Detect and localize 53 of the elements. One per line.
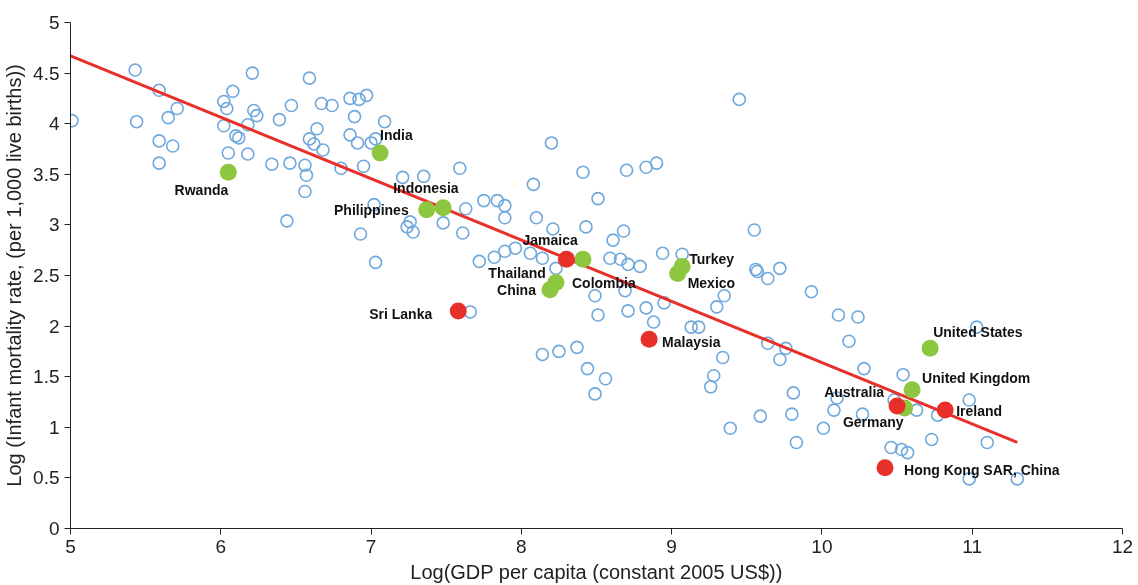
point — [434, 199, 452, 217]
y-tick-label: 2.5 — [33, 265, 60, 286]
x-tick-label: 11 — [962, 535, 983, 557]
annotation: Malaysia — [662, 334, 721, 351]
point — [219, 163, 237, 181]
annotation: Thailand — [488, 264, 546, 281]
point — [541, 281, 559, 299]
y-tick-label: 0.5 — [33, 467, 60, 489]
annotation: Indonesia — [393, 179, 459, 196]
annotation: United States — [933, 324, 1023, 341]
point — [574, 250, 592, 268]
point — [936, 401, 954, 419]
point — [888, 397, 906, 415]
annotation: China — [497, 281, 537, 298]
point — [557, 250, 575, 268]
x-tick-label: 12 — [1111, 535, 1134, 557]
point — [669, 264, 687, 282]
x-tick-label: 6 — [215, 535, 227, 557]
x-tick-label: 10 — [811, 535, 833, 557]
point — [921, 339, 939, 357]
point — [371, 144, 389, 162]
annotation: Australia — [824, 384, 885, 401]
annotation: United Kingdom — [922, 369, 1031, 386]
annotation: Jamaica — [522, 232, 578, 249]
y-tick-label: 5 — [48, 12, 60, 33]
annotation: Mexico — [687, 275, 736, 292]
y-tick-label: 0 — [48, 518, 60, 539]
y-tick-label: 1 — [48, 416, 60, 438]
annotation: Sri Lanka — [369, 305, 433, 322]
y-tick-label: 1.5 — [33, 366, 60, 388]
y-tick-label: 2 — [48, 315, 60, 337]
annotation: India — [380, 127, 413, 144]
annotation: Philippines — [334, 201, 409, 218]
point — [418, 201, 436, 219]
point — [903, 381, 921, 399]
y-tick-label: 3.5 — [33, 163, 60, 185]
point — [449, 302, 467, 320]
annotation: Rwanda — [174, 182, 229, 199]
annotation: Hong Kong SAR, China — [904, 461, 1060, 478]
annotation: Germany — [842, 414, 904, 431]
x-tick-label: 7 — [365, 535, 377, 557]
y-axis-title: Log (Infant mortality rate, (per 1,000 live births)) — [3, 64, 26, 487]
x-tick-label: 5 — [65, 535, 76, 557]
annotation: Turkey — [689, 251, 735, 268]
y-tick-label: 4.5 — [33, 62, 60, 84]
annotation: Ireland — [956, 403, 1003, 420]
point — [876, 459, 894, 477]
point — [640, 330, 658, 348]
x-axis-title: Log(GDP per capita (constant 2005 US$)) — [410, 560, 783, 583]
y-tick-label: 3 — [48, 214, 60, 236]
x-tick-label: 9 — [666, 535, 677, 557]
x-tick-label: 8 — [516, 535, 527, 557]
y-tick-label: 4 — [48, 113, 60, 135]
